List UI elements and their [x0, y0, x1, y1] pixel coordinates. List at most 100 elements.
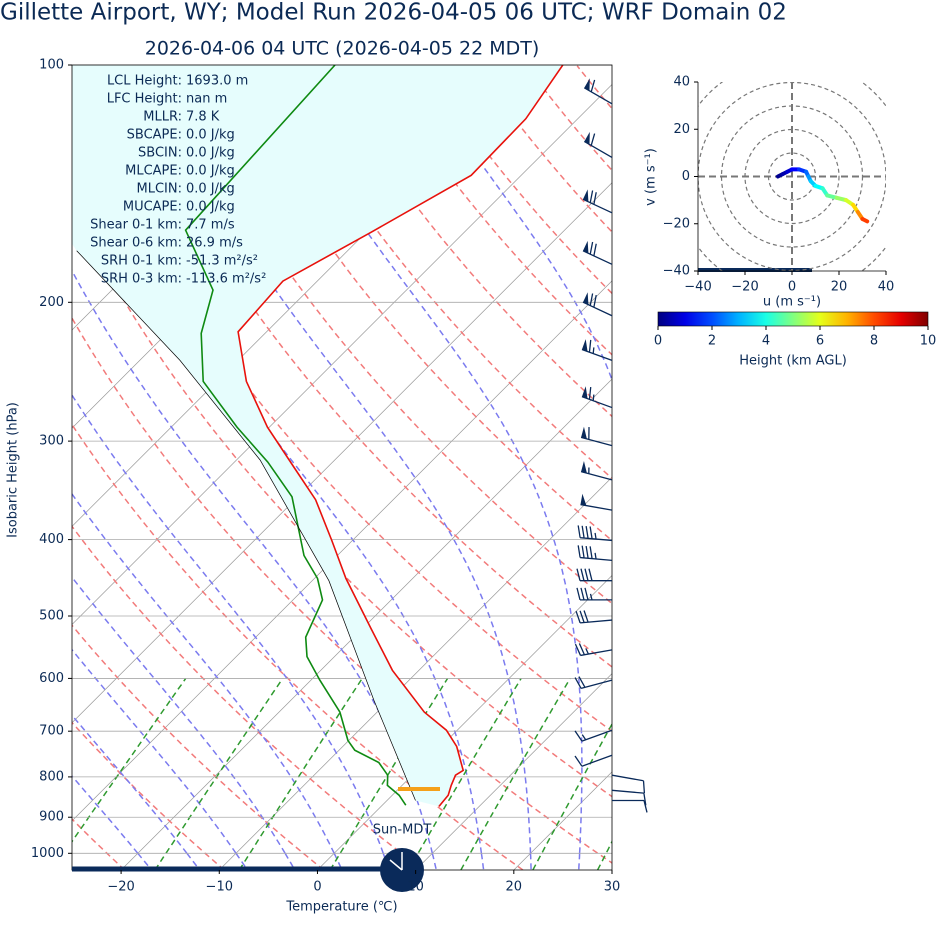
y-tick-label: 300 — [39, 434, 64, 449]
barb-staff — [576, 568, 612, 582]
colorbar-tick-label: 10 — [920, 334, 936, 349]
stat-label: SBCIN: — [138, 146, 182, 161]
wind-barb — [582, 189, 613, 214]
barb-staff — [575, 610, 613, 624]
isotherm — [415, 673, 612, 870]
isotherm — [72, 84, 612, 626]
dry-adiabat — [423, 65, 612, 295]
barb-pennant — [582, 292, 589, 305]
barb-staff — [577, 525, 613, 542]
mixing-ratio-line — [407, 678, 522, 870]
dry-adiabat — [576, 65, 612, 110]
moist-adiabat — [72, 393, 384, 854]
barb-staff — [611, 789, 647, 806]
profiles — [72, 65, 564, 807]
x-tick-label: −10 — [206, 880, 233, 895]
dry-adiabat — [679, 66, 936, 870]
chart-title: Gillette Airport, WY; Model Run 2026-04-… — [0, 0, 787, 26]
moist-adiabat — [625, 853, 629, 887]
y-tick-label: 600 — [39, 671, 64, 686]
dry-adiabat — [525, 65, 612, 172]
hodograph-plot — [698, 82, 886, 271]
mixing-ratio-line — [645, 678, 742, 870]
stat-value: 7.8 K — [186, 110, 220, 125]
barb-staff — [574, 729, 613, 742]
stat-label: Shear 0-6 km: — [90, 236, 182, 251]
stat-value: -51.3 m²/s² — [186, 254, 258, 269]
dry-adiabat — [72, 423, 524, 870]
y-tick-label: −20 — [663, 216, 690, 231]
wind-barb — [580, 426, 613, 447]
hodograph-x-label: u (m s⁻¹) — [763, 295, 821, 310]
barb-staff — [574, 754, 613, 767]
dry-adiabat — [72, 721, 225, 870]
stat-label: LCL Height: — [107, 74, 182, 89]
wind-barb — [582, 292, 613, 317]
barb-staff — [583, 79, 613, 105]
stat-value: -113.6 m²/s² — [186, 272, 266, 287]
barb-staff — [574, 676, 613, 690]
stat-value: 1693.0 m — [186, 74, 248, 89]
isotherm — [72, 182, 612, 724]
colorbar — [657, 311, 929, 327]
dry-adiabat — [781, 66, 936, 870]
dry-adiabat — [72, 624, 325, 870]
moist-adiabat — [727, 62, 844, 854]
colorbar-tick-label: 2 — [708, 334, 716, 349]
x-tick-label: 40 — [878, 280, 895, 295]
wind-barb — [575, 610, 613, 624]
stat-value: 0.0 J/kg — [186, 164, 235, 179]
dry-adiabat — [832, 66, 936, 870]
hodograph-segment — [860, 217, 870, 224]
wind-barb — [574, 643, 613, 657]
stat-value: 7.7 m/s — [186, 218, 235, 233]
y-tick-label: 40 — [673, 75, 690, 90]
isotherm — [120, 378, 612, 870]
moist-adiabat — [578, 853, 581, 870]
dry-adiabat — [169, 65, 612, 605]
y-tick-label: −40 — [663, 264, 690, 279]
y-tick-label: 1000 — [31, 846, 64, 861]
stat-value: nan m — [186, 92, 227, 107]
dry-adiabat — [628, 66, 936, 870]
mixing-ratio-line — [460, 678, 571, 870]
hodograph-y-label: v (m s⁻¹) — [644, 148, 659, 206]
stat-value: 0.0 J/kg — [186, 200, 235, 215]
dry-adiabat — [474, 65, 612, 234]
mixing-ratio-line — [154, 677, 284, 870]
mixing-ratio-line — [238, 677, 363, 870]
y-tick-label: 800 — [39, 769, 64, 784]
barb-staff — [580, 503, 613, 511]
dry-adiabat — [373, 65, 612, 356]
barb-staff — [583, 133, 613, 159]
colorbar-tick-label: 6 — [816, 334, 824, 349]
wind-barb — [612, 799, 648, 813]
x-tick-label: 20 — [831, 280, 848, 295]
y-tick-label: 20 — [673, 122, 690, 137]
barb-pennant — [584, 131, 590, 145]
x-tick-label: 0 — [313, 880, 321, 895]
stat-value: 0.0 J/kg — [186, 182, 235, 197]
background-lines — [72, 62, 936, 887]
x-tick-label: 30 — [604, 880, 621, 895]
wind-barb — [580, 461, 613, 481]
wind-barb — [583, 131, 613, 159]
cin-shading — [72, 65, 563, 807]
wind-barb — [577, 525, 613, 542]
barb-pennant — [582, 240, 589, 254]
moist-adiabat — [72, 714, 188, 854]
y-tick-label: 700 — [39, 724, 64, 739]
moist-adiabat — [72, 576, 286, 854]
dry-adiabat — [118, 65, 612, 668]
hodograph: u (m s⁻¹) v (m s⁻¹) Height (km AGL) −40−… — [644, 75, 936, 369]
isotherm — [513, 771, 612, 870]
x-tick-label: 10 — [407, 880, 424, 895]
x-tick-label: 0 — [788, 280, 796, 295]
isotherm — [72, 280, 612, 822]
barb-pennant — [581, 461, 587, 474]
moist-adiabat — [610, 65, 612, 67]
moist-adiabat — [672, 853, 678, 887]
barb-pennant — [582, 189, 589, 202]
wind-barb — [611, 774, 646, 794]
stat-value: 0.0 J/kg — [186, 146, 235, 161]
